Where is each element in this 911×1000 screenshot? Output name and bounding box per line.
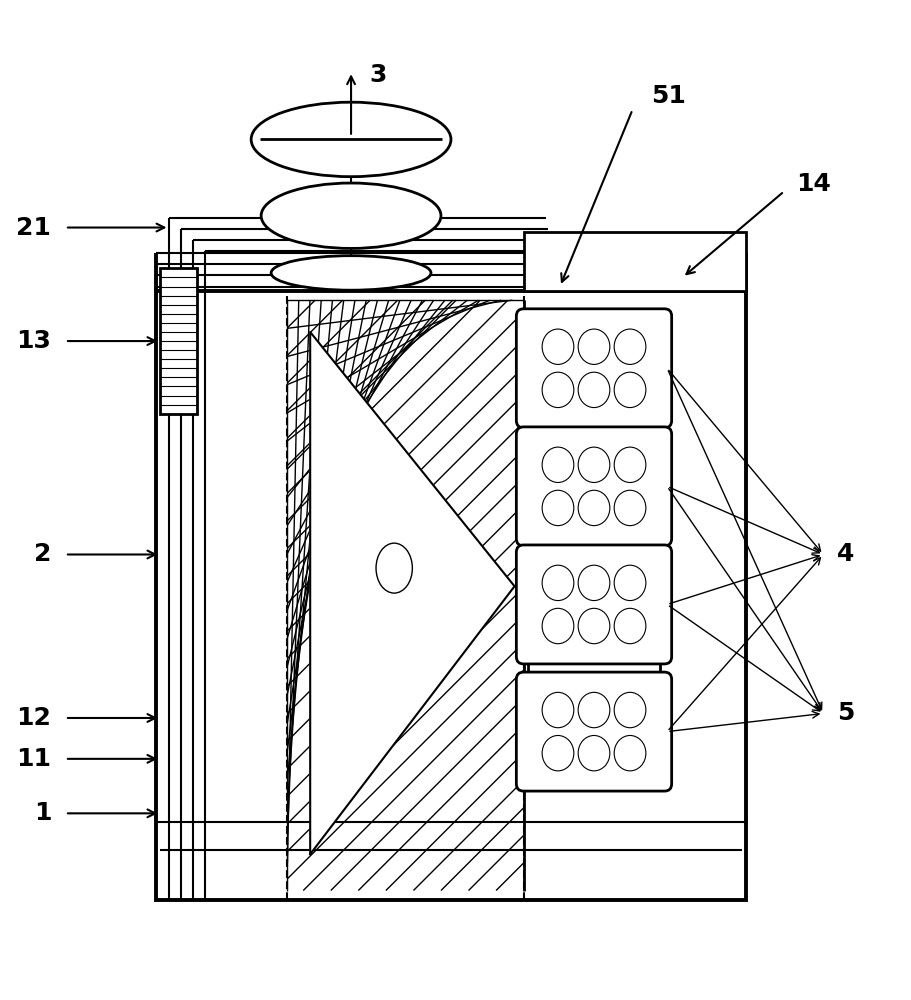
Ellipse shape (578, 608, 609, 644)
Polygon shape (310, 332, 515, 854)
Bar (160, 268, 197, 414)
Ellipse shape (578, 565, 609, 601)
Ellipse shape (578, 372, 609, 408)
Ellipse shape (614, 608, 646, 644)
Text: 4: 4 (837, 542, 855, 566)
Text: 51: 51 (650, 84, 686, 108)
Ellipse shape (376, 543, 413, 593)
Text: 13: 13 (16, 329, 51, 353)
Ellipse shape (271, 256, 431, 290)
Ellipse shape (542, 692, 574, 728)
FancyBboxPatch shape (517, 545, 671, 664)
Ellipse shape (261, 183, 441, 248)
Text: 2: 2 (34, 542, 51, 566)
Ellipse shape (542, 447, 574, 482)
Text: 21: 21 (16, 216, 51, 240)
Ellipse shape (614, 447, 646, 482)
Ellipse shape (542, 329, 574, 364)
Bar (156, 291, 746, 900)
Ellipse shape (614, 735, 646, 771)
FancyBboxPatch shape (517, 309, 671, 428)
Ellipse shape (614, 490, 646, 526)
Ellipse shape (614, 372, 646, 408)
Ellipse shape (542, 565, 574, 601)
Ellipse shape (578, 447, 609, 482)
Ellipse shape (578, 490, 609, 526)
Text: 14: 14 (796, 172, 831, 196)
Text: 12: 12 (16, 706, 51, 730)
Ellipse shape (578, 735, 609, 771)
FancyBboxPatch shape (517, 427, 671, 546)
Text: 5: 5 (837, 701, 855, 725)
Ellipse shape (614, 692, 646, 728)
Text: 1: 1 (34, 801, 51, 825)
Ellipse shape (542, 735, 574, 771)
Bar (524, 232, 746, 291)
FancyBboxPatch shape (517, 672, 671, 791)
Ellipse shape (251, 102, 451, 177)
Text: 3: 3 (369, 63, 386, 87)
Ellipse shape (542, 372, 574, 408)
Ellipse shape (614, 329, 646, 364)
Ellipse shape (542, 490, 574, 526)
Ellipse shape (578, 692, 609, 728)
Ellipse shape (578, 329, 609, 364)
Ellipse shape (542, 608, 574, 644)
Text: 11: 11 (16, 747, 51, 771)
Ellipse shape (614, 565, 646, 601)
